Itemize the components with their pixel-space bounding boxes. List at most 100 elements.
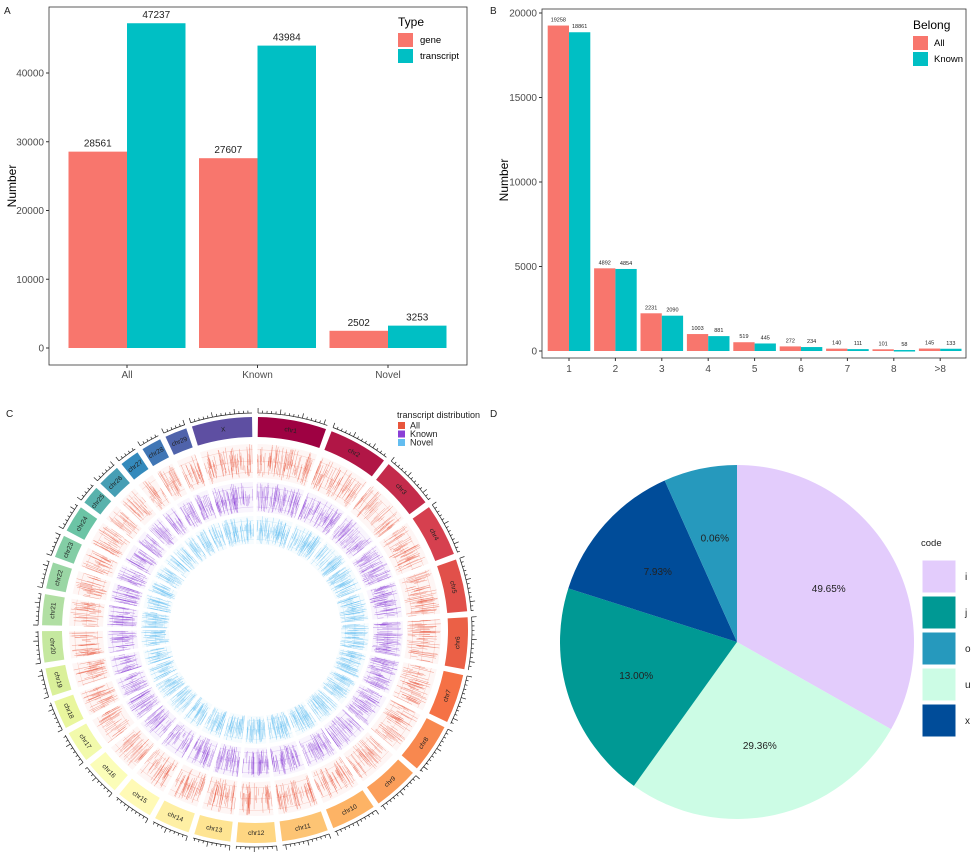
legend-swatch-all bbox=[398, 422, 405, 429]
track-gridline-novel-chr25 bbox=[167, 556, 188, 576]
bar-value-label: 145 bbox=[925, 341, 934, 347]
track-gridline-novel-chr13 bbox=[223, 716, 245, 739]
ideogram-chr22 bbox=[46, 562, 72, 593]
bar-known-8 bbox=[893, 350, 916, 352]
legend-label: transcript bbox=[420, 51, 459, 62]
track-novel-chr6 bbox=[340, 624, 369, 651]
track-all-chr18 bbox=[81, 684, 118, 713]
legend-label: x bbox=[965, 716, 970, 727]
track-gridline-known-chr19 bbox=[114, 652, 139, 675]
legend-swatch-transcript bbox=[398, 49, 413, 63]
panel-label-b: B bbox=[490, 6, 497, 17]
track-all-chr25 bbox=[108, 511, 140, 539]
legend-swatch-all bbox=[913, 36, 928, 50]
track-known-chr11 bbox=[270, 744, 301, 775]
track-known-chr8 bbox=[345, 686, 383, 726]
bar-value-label: 1003 bbox=[691, 326, 703, 332]
bar-transcript-known bbox=[257, 45, 316, 349]
track-gridline-known-chr14 bbox=[187, 738, 217, 767]
chromosome-chr19: chr19 bbox=[37, 645, 174, 699]
track-gridline-known-chr8 bbox=[348, 686, 383, 724]
track-known-chr29 bbox=[194, 494, 217, 521]
chromosome-chr14: chr14 bbox=[152, 705, 229, 842]
track-novel-chr4 bbox=[326, 567, 362, 599]
scale-ticks-chr17 bbox=[63, 734, 84, 766]
track-gridline-known-chr15 bbox=[163, 724, 195, 755]
x-tick-label: 3 bbox=[659, 364, 665, 375]
track-gridline-known-chr4 bbox=[355, 547, 389, 587]
track-bg-known-chr28 bbox=[176, 497, 203, 530]
scale-ticks-chr19 bbox=[37, 669, 49, 699]
track-gridline-novel-chr15 bbox=[185, 699, 211, 726]
track-gridline-known-chr7 bbox=[365, 656, 395, 692]
bar-known->8 bbox=[940, 348, 962, 351]
bar-value-label: 4854 bbox=[620, 261, 632, 267]
bar-value-label: 2231 bbox=[645, 305, 657, 311]
track-all-chr11 bbox=[276, 775, 318, 814]
bar-transcript-novel bbox=[388, 325, 447, 348]
scale-ticks-chr6 bbox=[467, 616, 477, 671]
track-gridline-all-chr10 bbox=[312, 760, 356, 798]
track-all-chr7 bbox=[393, 664, 434, 705]
scale-ticks-chr21 bbox=[33, 593, 42, 626]
bar-gene-all bbox=[68, 151, 127, 348]
chromosome-chr13: chr13 bbox=[193, 712, 246, 851]
track-gridline-novel-chr1 bbox=[256, 520, 292, 545]
ideogram-chr21 bbox=[42, 594, 65, 626]
track-gridline-all-chr17 bbox=[97, 706, 131, 741]
track-bg-all-chr25 bbox=[105, 505, 142, 540]
chromosome-chr3: chr3 bbox=[308, 456, 431, 579]
panel-label-d: D bbox=[490, 409, 497, 420]
chromosome-chr26: chr26 bbox=[93, 461, 200, 571]
track-gridline-novel-chr29 bbox=[208, 526, 226, 548]
track-all-chr5 bbox=[401, 570, 440, 617]
track-known-chr17 bbox=[127, 687, 160, 719]
legend-label: gene bbox=[420, 35, 441, 46]
ideogram-chr14 bbox=[155, 800, 195, 833]
track-gridline-all-chr29 bbox=[179, 459, 205, 488]
chromosome-label: chr1 bbox=[284, 426, 298, 435]
track-bg-all-chr14 bbox=[167, 764, 208, 807]
track-all-chr16 bbox=[115, 730, 154, 766]
track-novel-chr3 bbox=[310, 543, 345, 577]
track-gridline-known-chr29 bbox=[194, 494, 216, 519]
track-known-chr13 bbox=[214, 744, 240, 777]
bar-value-label: 881 bbox=[714, 328, 723, 334]
chromosome-X: X bbox=[188, 408, 254, 548]
track-known-chr24 bbox=[125, 548, 157, 575]
ideogram-chr6 bbox=[444, 617, 469, 670]
pie-slice-label: 0.06% bbox=[701, 534, 729, 545]
bar-all-7 bbox=[826, 348, 848, 351]
ideogram-chr13 bbox=[194, 814, 233, 842]
track-gridline-novel-chr9 bbox=[307, 690, 337, 720]
chromosome-label: chr7 bbox=[442, 688, 453, 703]
bar-all-6 bbox=[779, 346, 801, 351]
track-bg-known-chr7 bbox=[361, 654, 400, 694]
legend-label: i bbox=[965, 572, 967, 583]
bar-value-label: 2502 bbox=[348, 318, 371, 329]
x-tick-label: Novel bbox=[375, 370, 401, 381]
track-gridline-all-chr21 bbox=[74, 599, 100, 627]
track-gridline-known-chr16 bbox=[144, 707, 175, 738]
track-known-chr21 bbox=[107, 605, 138, 626]
bar-value-label: 43984 bbox=[273, 33, 301, 44]
track-known-chr2 bbox=[297, 493, 343, 535]
track-known-chr1 bbox=[256, 482, 301, 518]
y-tick-label: 0 bbox=[38, 344, 44, 355]
track-novel-chr8 bbox=[322, 671, 355, 700]
track-known-chr12 bbox=[242, 749, 270, 777]
track-gridline-novel-chr20 bbox=[145, 630, 166, 647]
track-all-chr20 bbox=[69, 632, 104, 657]
track-gridline-novel-chr14 bbox=[203, 709, 227, 735]
track-bg-known-chr23 bbox=[116, 564, 150, 590]
track-novel-chr29 bbox=[208, 523, 226, 551]
bar-value-label: 445 bbox=[761, 335, 770, 341]
track-gridline-novel-X bbox=[222, 520, 254, 544]
track-known-chr27 bbox=[162, 508, 187, 536]
track-bg-known-chr15 bbox=[160, 720, 197, 759]
scale-ticks-chr1 bbox=[257, 408, 328, 426]
track-gridline-novel-chr17 bbox=[159, 673, 184, 697]
bar-value-label: 3253 bbox=[406, 313, 429, 324]
